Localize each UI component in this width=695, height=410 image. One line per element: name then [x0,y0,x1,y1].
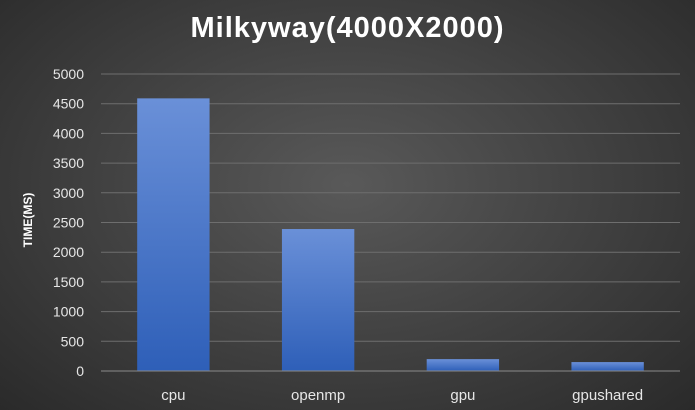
bar-gpu [426,359,500,371]
x-tick-label: openmp [291,387,345,404]
axes: 0 500 1000 1500 2000 2500 3000 3500 4000 4500 5000… [53,66,680,404]
y-tick-label: 500 [61,333,85,349]
y-tick-label: 3500 [53,155,84,171]
y-tick-label: 1000 [53,304,84,320]
y-tick-label: 2500 [53,215,84,231]
chart-title: Milkyway(4000X2000) [190,12,505,44]
y-tick-label: 4500 [53,96,84,112]
y-tick-label: 4000 [53,125,84,141]
y-tick-label: 0 [76,363,84,379]
bar-openmp [281,229,355,371]
y-tick-label: 3000 [53,185,84,201]
bar-gpushared [571,362,644,371]
x-tick-label: gpu [450,387,475,404]
y-tick-label: 1500 [53,274,84,290]
x-tick-label: cpu [161,387,185,404]
bars [137,98,644,371]
y-tick-label: 5000 [53,66,84,82]
y-tick-label: 2000 [53,244,84,260]
x-tick-label: gpushared [572,387,643,404]
bar-cpu [137,98,210,371]
